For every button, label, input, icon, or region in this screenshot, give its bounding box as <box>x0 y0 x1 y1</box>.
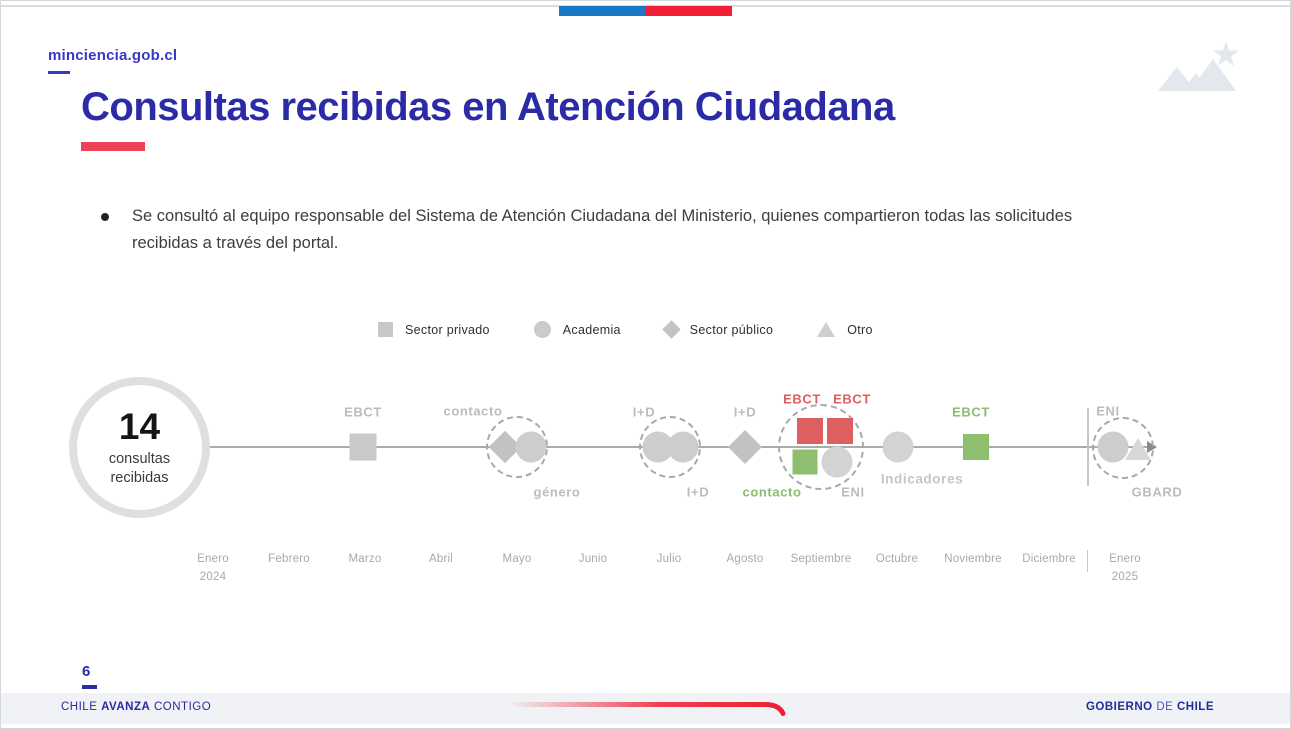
legend: Sector privado Academia Sector público O… <box>378 320 873 339</box>
total-consultas-badge: 14 consultas recibidas <box>69 377 210 518</box>
square-icon <box>378 322 393 337</box>
footer-gobierno: GOBIERNO <box>1085 701 1153 713</box>
total-caption: consultas recibidas <box>109 450 170 488</box>
marker-circle-octubre <box>882 431 914 463</box>
marker-square-green-noviembre <box>963 434 989 460</box>
legend-item-otro: Otro <box>817 322 873 337</box>
bullet-block: Se consultó al equipo responsable del Si… <box>101 203 1141 257</box>
month-tick: Octubre <box>875 553 919 565</box>
footer-de: DE <box>1156 701 1174 713</box>
total-caption-line2: recibidas <box>110 469 169 486</box>
month-tick: Marzo <box>348 553 382 565</box>
month-tick: Agosto <box>726 553 764 565</box>
legend-item-sector-publico: Sector público <box>662 320 774 339</box>
month-tick: Mayo <box>502 553 532 565</box>
footer-band <box>1 693 1290 724</box>
month-tick: Julio <box>656 553 682 565</box>
event-label: GBARD <box>1131 484 1183 500</box>
footer-slogan: CHILE AVANZA CONTIGO <box>61 701 211 713</box>
legend-label: Sector público <box>689 322 774 337</box>
footer-slogan-contigo: CONTIGO <box>154 701 212 713</box>
month-tick: Septiembre <box>790 553 852 565</box>
month-tick: Enero 2025 <box>1109 553 1141 583</box>
group-circle-enero-2025 <box>1092 417 1154 479</box>
page-number: 6 <box>82 663 91 680</box>
event-label: EBCT <box>344 404 382 420</box>
event-label: contacto <box>742 484 802 500</box>
brand-url: minciencia.gob.cl <box>48 47 178 64</box>
event-label: I+D <box>686 484 710 500</box>
month-tick: Diciembre <box>1022 553 1076 565</box>
month-tick: Febrero <box>268 553 310 565</box>
month-tick: Junio <box>578 553 608 565</box>
marker-square-green-sept <box>792 449 818 475</box>
group-circle-mayo <box>486 416 548 478</box>
month-tick: Abril <box>428 553 454 565</box>
total-value: 14 <box>118 405 161 447</box>
title-accent-bar <box>81 142 145 151</box>
month-tick: Enero 2024 <box>197 553 229 583</box>
year-separator-line <box>1087 408 1089 486</box>
marker-circle-sept <box>821 446 853 478</box>
bullet-text: Se consultó al equipo responsable del Si… <box>132 207 1073 252</box>
footer-chile: CHILE <box>1177 701 1214 713</box>
event-label: EBCT <box>833 391 871 407</box>
event-label: EBCT <box>952 404 990 420</box>
marker-circle-mayo <box>515 431 547 463</box>
total-caption-line1: consultas <box>108 450 171 467</box>
footer-slogan-avanza: AVANZA <box>101 701 151 713</box>
event-label: género <box>533 484 581 500</box>
event-label: contacto <box>443 403 503 419</box>
marker-triangle-enero-2025 <box>1125 438 1151 460</box>
marker-circle-enero-2025 <box>1097 431 1129 463</box>
group-circle-septiembre <box>778 404 864 490</box>
event-label: I+D <box>733 404 757 420</box>
page-title: Consultas recibidas en Atención Ciudadan… <box>81 85 895 129</box>
legend-label: Sector privado <box>405 322 490 337</box>
marker-square-marzo <box>349 433 377 461</box>
flag-bar-blue <box>559 6 645 16</box>
event-label: ENI <box>1096 403 1120 419</box>
footer-government-brand: GOBIERNO DE CHILE <box>1086 701 1214 713</box>
marker-circle-julio-2 <box>667 431 699 463</box>
bullet-dot <box>101 213 109 221</box>
legend-label: Otro <box>847 322 873 337</box>
marker-square-red-sept-1 <box>797 418 823 444</box>
legend-item-sector-privado: Sector privado <box>378 322 490 337</box>
event-label: I+D <box>632 404 656 420</box>
mountain-star-logo <box>1156 41 1242 98</box>
footer-slogan-chile: CHILE <box>61 701 98 713</box>
group-circle-julio <box>639 416 701 478</box>
footer-swoosh-graphic <box>499 700 799 725</box>
legend-label: Academia <box>562 322 621 337</box>
brand-underline <box>48 71 70 74</box>
event-label: Indicadores <box>880 471 964 487</box>
event-label: EBCT <box>783 391 821 407</box>
triangle-icon <box>817 322 836 337</box>
marker-square-red-sept-2 <box>827 418 853 444</box>
page-number-underline <box>82 685 97 689</box>
event-label: ENI <box>841 484 865 500</box>
legend-item-academia: Academia <box>533 321 621 338</box>
flag-bar-red <box>645 6 732 16</box>
marker-diamond-agosto <box>728 430 762 464</box>
month-tick: Noviembre <box>944 553 1002 565</box>
circle-icon <box>533 321 551 338</box>
month-axis-year-divider <box>1087 550 1088 572</box>
